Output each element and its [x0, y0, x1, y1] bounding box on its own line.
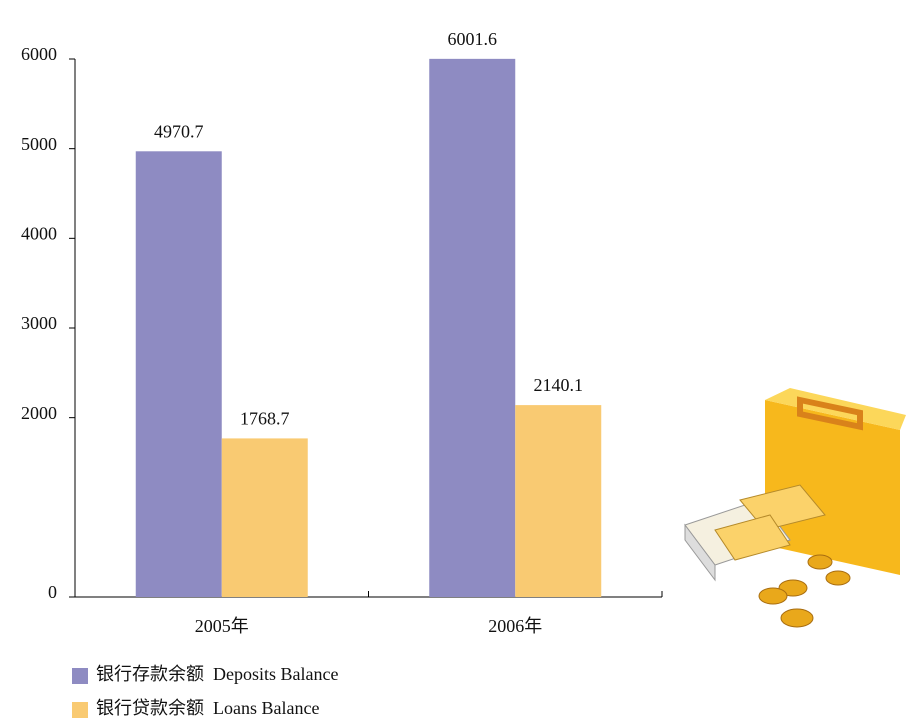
bar — [221, 438, 308, 597]
y-tick-label: 4000 — [21, 223, 57, 243]
legend-label: 银行贷款余额 Loans Balance — [96, 698, 319, 718]
y-tick-label: 5000 — [21, 134, 57, 154]
legend-label: 银行存款余额 Deposits Balance — [96, 664, 338, 684]
value-label: 4970.7 — [154, 121, 204, 141]
bar — [429, 58, 516, 598]
y-tick-label: 0 — [48, 582, 57, 602]
y-tick-label: 2000 — [21, 403, 57, 423]
bar — [515, 405, 602, 597]
x-tick-label: 2006年 — [488, 616, 542, 636]
legend-swatch — [72, 668, 88, 684]
value-label: 1768.7 — [240, 409, 290, 429]
y-tick-label: 6000 — [21, 44, 57, 64]
bar — [135, 151, 222, 598]
legend-swatch — [72, 702, 88, 718]
y-tick-label: 3000 — [21, 313, 57, 333]
value-label: 6001.6 — [448, 29, 498, 49]
x-tick-label: 2005年 — [195, 616, 249, 636]
money-illustration — [684, 388, 906, 628]
value-label: 2140.1 — [534, 375, 584, 395]
